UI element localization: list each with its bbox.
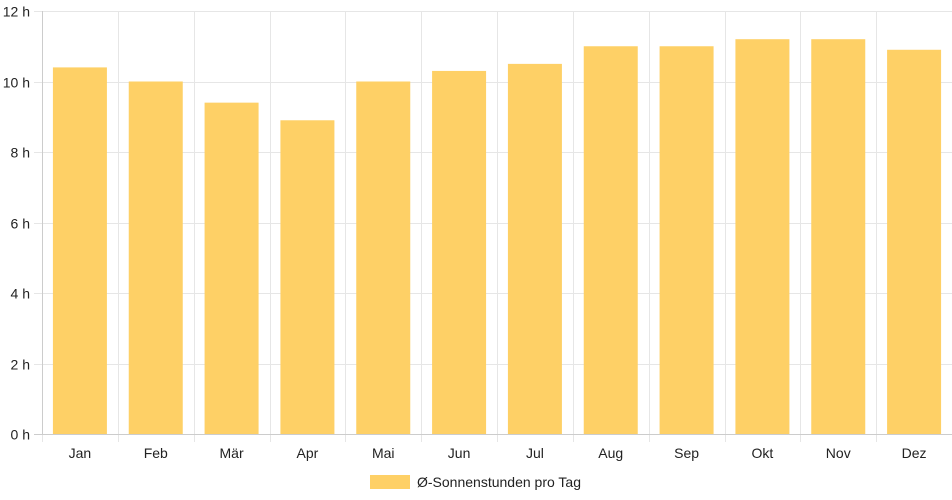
bar-apr[interactable]: [280, 120, 335, 435]
y-tick-label: 10 h: [3, 75, 30, 91]
x-tick-label: Mär: [220, 445, 244, 461]
x-tick-label: Jul: [526, 445, 544, 461]
x-tick-label: Feb: [144, 445, 168, 461]
bar-nov[interactable]: [811, 39, 866, 434]
bar-jan[interactable]: [52, 67, 107, 435]
bar-sep[interactable]: [659, 46, 714, 434]
bar-jun[interactable]: [432, 70, 487, 435]
bar-okt[interactable]: [735, 39, 790, 434]
legend-swatch[interactable]: [370, 475, 410, 489]
bar-mär[interactable]: [204, 102, 259, 435]
bar-mai[interactable]: [356, 81, 411, 435]
y-tick-label: 6 h: [11, 216, 30, 232]
bar-jul[interactable]: [507, 63, 562, 434]
x-tick-label: Apr: [297, 445, 319, 461]
y-tick-labels: 0 h 2 h 4 h 6 h 8 h 10 h 12 h: [3, 4, 30, 443]
y-tick-label: 12 h: [3, 4, 30, 20]
x-tick-label: Sep: [674, 445, 699, 461]
legend-label[interactable]: Ø-Sonnenstunden pro Tag: [417, 474, 581, 490]
x-tick-label: Okt: [752, 445, 774, 461]
y-tick-label: 0 h: [11, 427, 30, 443]
x-tick-label: Aug: [598, 445, 623, 461]
bar-aug[interactable]: [583, 46, 638, 434]
grid-lines: [34, 11, 952, 442]
legend[interactable]: Ø-Sonnenstunden pro Tag: [370, 474, 581, 490]
x-tick-label: Nov: [826, 445, 851, 461]
x-tick-labels: Jan Feb Mär Apr Mai Jun Jul Aug Sep Okt Nov Dez: [69, 445, 927, 461]
bar-feb[interactable]: [128, 81, 183, 435]
axes: [34, 11, 952, 435]
bars: [52, 39, 942, 435]
x-tick-label: Dez: [902, 445, 927, 461]
x-tick-label: Jan: [69, 445, 92, 461]
y-tick-label: 8 h: [11, 145, 30, 161]
x-tick-label: Jun: [448, 445, 471, 461]
x-tick-label: Mai: [372, 445, 395, 461]
y-tick-label: 4 h: [11, 286, 30, 302]
bar-dez[interactable]: [887, 49, 942, 435]
y-tick-label: 2 h: [11, 357, 30, 373]
